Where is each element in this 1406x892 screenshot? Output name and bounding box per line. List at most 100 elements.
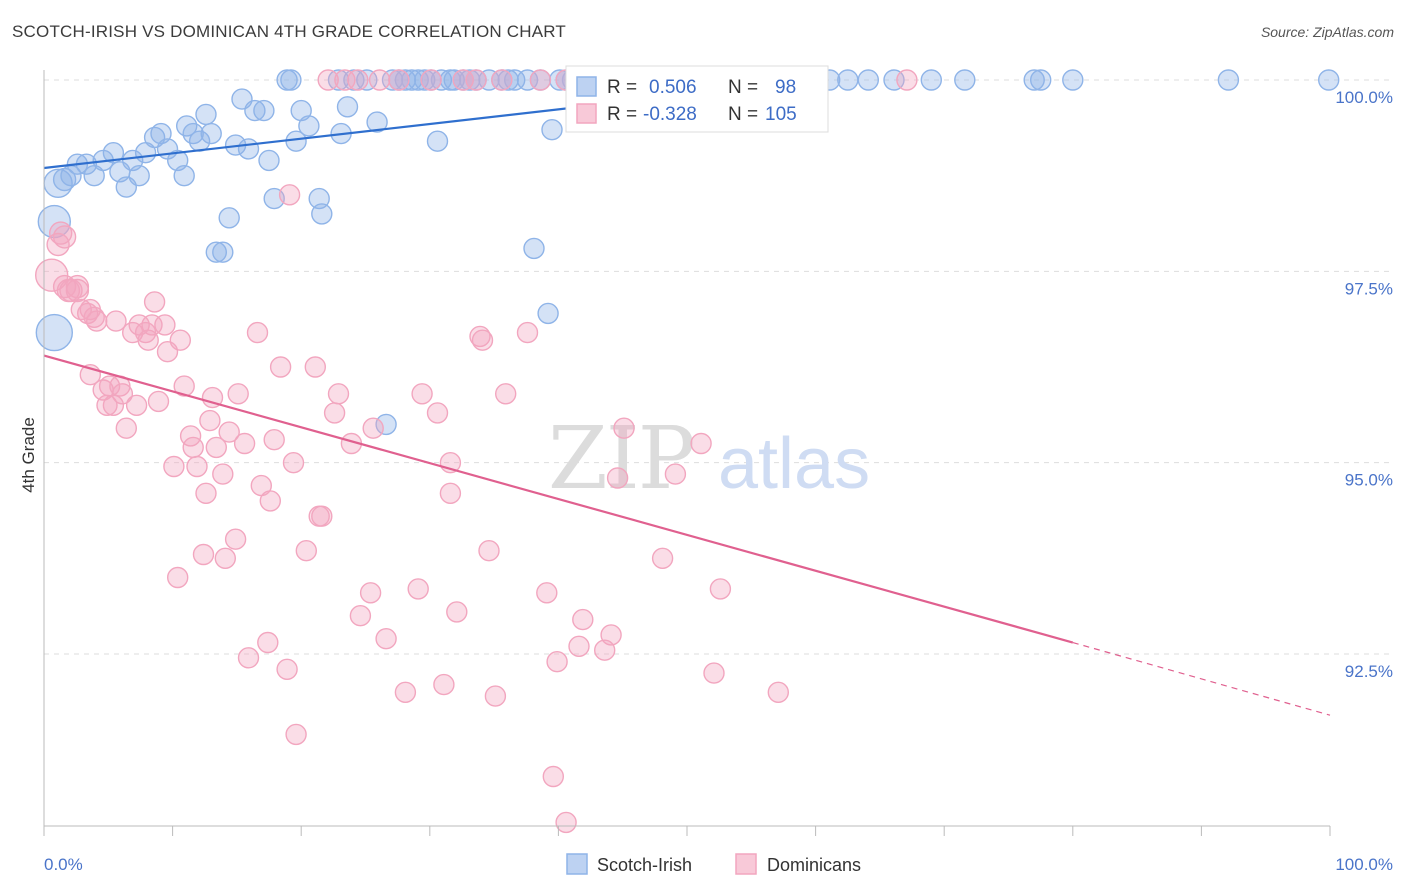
point-scotch-irish-90: [857, 69, 879, 91]
point-dominicans-44: [205, 436, 228, 459]
point-dominicans-76: [375, 628, 397, 650]
point-dominicans-95: [516, 321, 539, 344]
point-scotch-irish-24: [200, 122, 222, 145]
point-dominicans-91: [478, 540, 500, 562]
y-tick-label-3: 92.5%: [1345, 662, 1393, 681]
point-scotch-irish-27: [218, 207, 240, 229]
point-scotch-irish-95: [1029, 69, 1052, 91]
point-scotch-irish-94: [1023, 69, 1045, 91]
point-dominicans-54: [257, 631, 279, 654]
point-dominicans-43: [201, 386, 224, 409]
legend-n-value-2: 105: [765, 104, 797, 125]
point-dominicans-89: [469, 325, 491, 348]
point-dominicans-8: [65, 278, 90, 303]
chart-source: Source: ZipAtlas.com: [1260, 24, 1394, 40]
bottom-legend-dominicans: Dominicans: [767, 855, 861, 875]
point-scotch-irish-47: [366, 111, 388, 133]
point-dominicans-39: [186, 455, 208, 478]
chart-title: SCOTCH-IRISH VS DOMINICAN 4TH GRADE CORR…: [12, 22, 567, 41]
bottom-legend-swatch-scotch-irish: [566, 853, 588, 875]
point-dominicans-10: [76, 302, 99, 325]
point-dominicans-3: [52, 225, 77, 249]
point-dominicans-24: [125, 394, 148, 416]
point-dominicans-51: [237, 647, 260, 669]
point-dominicans-4: [52, 274, 77, 299]
point-scotch-irish-0: [35, 313, 73, 352]
legend-r-label-1: R =: [607, 77, 637, 98]
point-dominicans-103: [572, 608, 594, 631]
watermark: ZIP atlas: [548, 409, 870, 509]
point-scotch-irish-33: [258, 149, 280, 172]
point-scotch-irish-92: [920, 69, 942, 91]
point-dominicans-2: [49, 221, 73, 245]
point-dominicans-61: [285, 723, 307, 746]
point-scotch-irish-31: [244, 99, 266, 122]
point-dominicans-34: [166, 566, 189, 589]
point-dominicans-46: [214, 547, 237, 569]
point-dominicans-107: [606, 467, 629, 489]
legend-n-label-2: N =: [728, 104, 758, 125]
bottom-legend: Scotch-Irish Dominicans: [566, 853, 861, 875]
point-dominicans-33: [163, 455, 185, 478]
point-scotch-irish-9: [102, 141, 125, 164]
point-dominicans-110: [651, 547, 674, 569]
point-dominicans-50: [233, 432, 256, 455]
grid-layer: [44, 79, 1392, 655]
trend-line-dashed-dominicans: [1072, 641, 1331, 716]
point-dominicans-78: [394, 681, 417, 703]
y-tick-label-0: 100.0%: [1335, 88, 1393, 107]
point-dominicans-41: [195, 482, 217, 504]
point-scotch-irish-56: [426, 130, 449, 152]
legend-swatch-dominicans: [576, 103, 597, 124]
point-dominicans-88: [465, 69, 487, 91]
point-dominicans-90: [471, 329, 494, 351]
point-dominicans-101: [555, 811, 577, 834]
y-tick-label-2: 95.0%: [1345, 471, 1393, 490]
point-dominicans-81: [420, 69, 442, 91]
watermark-zip: ZIP: [548, 409, 694, 509]
axis-layer: 100.0% 97.5% 95.0% 92.5% 0.0% 100.0%: [43, 70, 1393, 874]
point-dominicans-115: [709, 578, 732, 600]
point-scotch-irish-13: [128, 164, 150, 187]
point-scotch-irish-68: [523, 237, 545, 260]
point-dominicans-86: [446, 601, 468, 623]
point-dominicans-42: [199, 409, 221, 432]
point-dominicans-71: [347, 69, 369, 91]
bottom-legend-swatch-dominicans: [735, 853, 757, 875]
point-dominicans-68: [327, 383, 350, 405]
point-dominicans-93: [491, 69, 513, 91]
point-dominicans-63: [304, 356, 326, 378]
point-dominicans-36: [173, 375, 195, 397]
point-dominicans-45: [212, 463, 234, 485]
point-dominicans-14: [85, 310, 108, 332]
point-dominicans-38: [182, 436, 204, 459]
point-dominicans-97: [536, 582, 558, 604]
point-scotch-irish-30: [237, 138, 260, 160]
point-scotch-irish-54: [414, 69, 436, 91]
point-dominicans-80: [411, 383, 433, 405]
point-dominicans-52: [246, 321, 269, 344]
point-dominicans-67: [323, 402, 346, 424]
point-dominicans-55: [259, 490, 281, 512]
trend-line-dominicans: [43, 354, 1074, 644]
point-dominicans-58: [276, 658, 298, 680]
point-scotch-irish-23: [195, 103, 217, 126]
legend-r-value-2: -0.328: [643, 104, 697, 125]
x-tick-label-min: 0.0%: [44, 855, 83, 874]
point-scotch-irish-25: [205, 241, 228, 263]
point-dominicans-79: [407, 578, 429, 600]
point-scotch-irish-19: [173, 164, 195, 187]
point-dominicans-31: [154, 314, 176, 336]
legend-swatch-scotch-irish: [576, 76, 597, 97]
point-scotch-irish-26: [212, 241, 234, 263]
point-dominicans-83: [433, 673, 455, 696]
point-dominicans-98: [542, 765, 564, 788]
point-dominicans-106: [600, 624, 622, 646]
watermark-atlas: atlas: [718, 424, 870, 504]
legend-r-label-2: R =: [607, 104, 637, 125]
point-dominicans-19: [105, 310, 127, 332]
point-dominicans-9: [70, 298, 93, 321]
point-dominicans-85: [439, 482, 462, 504]
point-scotch-irish-44: [336, 96, 359, 118]
point-dominicans-96: [529, 69, 552, 91]
